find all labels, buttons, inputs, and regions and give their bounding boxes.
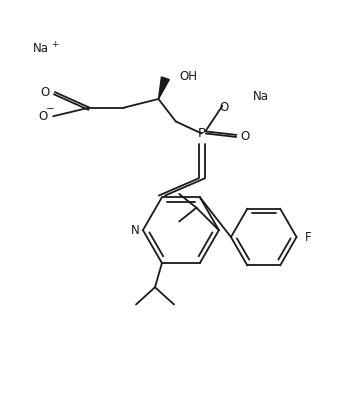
Text: O: O	[41, 86, 50, 98]
Text: P: P	[198, 127, 206, 140]
Text: −: −	[46, 104, 55, 115]
Text: O: O	[220, 101, 229, 114]
Text: N: N	[131, 224, 140, 236]
Text: F: F	[305, 231, 312, 243]
Text: Na: Na	[253, 90, 269, 103]
Text: Na: Na	[32, 42, 48, 56]
Polygon shape	[158, 77, 169, 99]
Text: OH: OH	[180, 70, 198, 83]
Text: O: O	[38, 110, 47, 123]
Text: O: O	[241, 130, 250, 143]
Text: +: +	[52, 40, 59, 49]
